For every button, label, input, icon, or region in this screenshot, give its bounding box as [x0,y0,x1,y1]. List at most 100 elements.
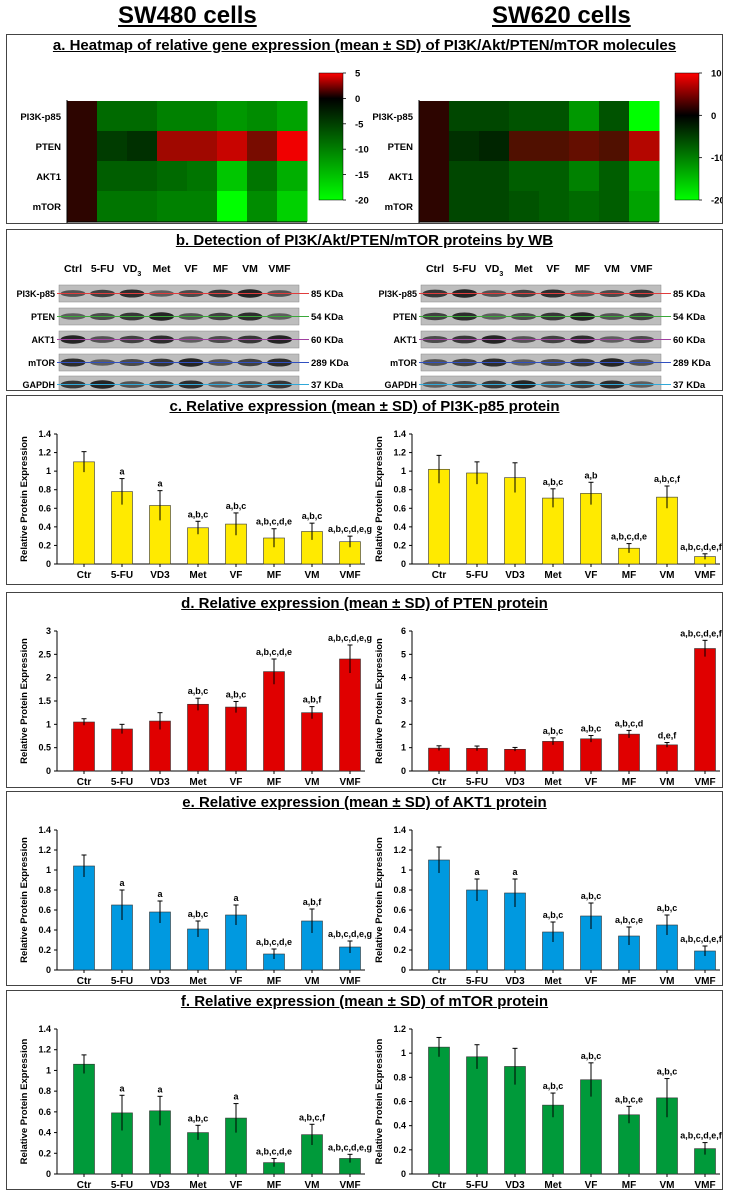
x-tick-label: VD3 [505,976,525,985]
wb-size-label: 85 KDa [311,289,344,300]
x-tick-label: Ctr [432,777,447,787]
heat-cell [449,101,480,132]
x-tick-label: VF [230,1180,243,1189]
bar [73,721,95,772]
significance-label: a,b,c [302,511,323,521]
significance-label: a,b,c [581,724,602,734]
heat-cell [157,161,188,192]
significance-label: a,b,c [657,903,678,913]
x-tick-label: Met [189,777,207,787]
wb-lane-label: MF [575,263,591,275]
heat-cell [569,131,600,162]
x-tick-label: Met [189,976,207,985]
y-tick-label: 2.5 [38,649,51,659]
western-blot-svg: Ctrl 5-FU VD3 Met VF MF VM VMF PI3K-p85 85 KDa PTE… [16,263,711,390]
y-tick-label: 0.2 [393,1145,406,1155]
significance-label: a,b,c,d [615,718,644,728]
y-tick-label: 1.2 [38,448,51,458]
y-tick-label: 0.6 [393,1097,406,1107]
panel-c-title: c. Relative expression (mean ± SD) of PI… [169,398,560,415]
heat-cell [157,131,188,162]
x-tick-label: Ctr [432,570,447,581]
heat-cell [599,131,630,162]
wb-lane-sub: 3 [499,271,503,278]
bar [504,749,526,772]
heat-cell [509,191,540,222]
panel-a-heatmap: a. Heatmap of relative gene expression (… [6,34,723,224]
x-tick-label: VD3 [505,777,525,787]
heat-cell [509,131,540,162]
x-tick-label: VD3 [505,1180,525,1189]
heat-cell [127,191,158,222]
significance-label: a,b,c [188,509,209,519]
heat-cell [569,191,600,222]
y-tick-label: 1 [46,719,51,729]
y-tick-label: 0.4 [393,925,406,935]
bar [542,741,564,772]
heat-cell [127,101,158,132]
y-tick-label: 1 [401,743,406,753]
bar [656,744,678,772]
heat-cell [187,101,218,132]
pten-chart-svg: 0 0.5 1 1.5 2 2.5 3 Relative Protein Expression… [19,626,722,787]
heat-cell [157,191,188,222]
significance-label: a,b,c,f [299,1112,326,1122]
significance-label: a,b,c,d,e [256,1146,292,1156]
heat-cell [277,131,308,162]
y-tick-label: 1.4 [38,825,51,835]
heat-cell [247,101,278,132]
y-tick-label: 0.4 [38,1128,51,1138]
y-tick-label: 0.4 [393,522,406,532]
y-tick-label: 0.8 [38,485,51,495]
wb-lane-label: 5-FU [91,263,114,275]
bar [263,671,285,772]
bar [580,738,602,772]
x-tick-label: Met [544,777,562,787]
x-tick-label: Ctr [77,777,92,787]
significance-label: a,b,c [226,501,247,511]
x-tick-label: MF [622,570,636,581]
significance-label: a,b,c,d,e,f,g [680,542,722,552]
bar [73,865,95,971]
heat-cell [479,101,510,132]
x-tick-label: 5-FU [111,1180,133,1189]
x-tick-label: 5-FU [111,570,133,581]
x-tick-label: VMF [339,777,360,787]
heat-cell [247,191,278,222]
heat-gene-label: AKT1 [388,172,414,183]
x-tick-label: MF [622,976,636,985]
y-tick-label: 1.5 [38,696,51,706]
panel-e-akt1: e. Relative expression (mean ± SD) of AK… [6,791,723,986]
significance-label: a [119,1083,125,1093]
wb-lane-label: VF [546,263,560,275]
wb-row-label: PTEN [393,312,417,322]
significance-label: a,b,c,d,e [256,937,292,947]
y-axis-label: Relative Protein Expression [374,436,385,562]
heat-cell [629,161,660,192]
bar [111,728,133,772]
y-tick-label: 1 [401,466,406,476]
x-tick-label: MF [267,570,281,581]
heatmap-svg: PI3K-p85PTENAKT1mTORCtr5-FUVD3MetVFMFVMV… [20,69,722,223]
x-tick-label: VM [305,570,320,581]
heat-cell [419,161,450,192]
y-tick-label: 0.2 [393,945,406,955]
significance-label: a,b,c,d,e [611,532,647,542]
y-tick-label: 0 [46,766,51,776]
heat-gene-label: PTEN [388,142,413,153]
y-tick-label: 1.4 [38,1024,51,1034]
heat-cell [599,101,630,132]
heat-cell [569,161,600,192]
panel-f-title: f. Relative expression (mean ± SD) of mT… [180,993,549,1010]
bar [466,472,488,565]
heat-cell [629,191,660,222]
x-tick-label: VM [305,976,320,985]
heat-cell [217,161,248,192]
y-axis-label: Relative Protein Expression [19,436,30,562]
y-tick-label: 0.8 [38,885,51,895]
y-tick-label: 2 [401,719,406,729]
colorbar [318,72,344,201]
mtor-chart-svg: 0 0.2 0.4 0.6 0.8 1 1.2 1.4 Relative Protein Exp… [19,1024,722,1189]
x-tick-label: VD3 [150,976,170,985]
heat-cell [247,131,278,162]
